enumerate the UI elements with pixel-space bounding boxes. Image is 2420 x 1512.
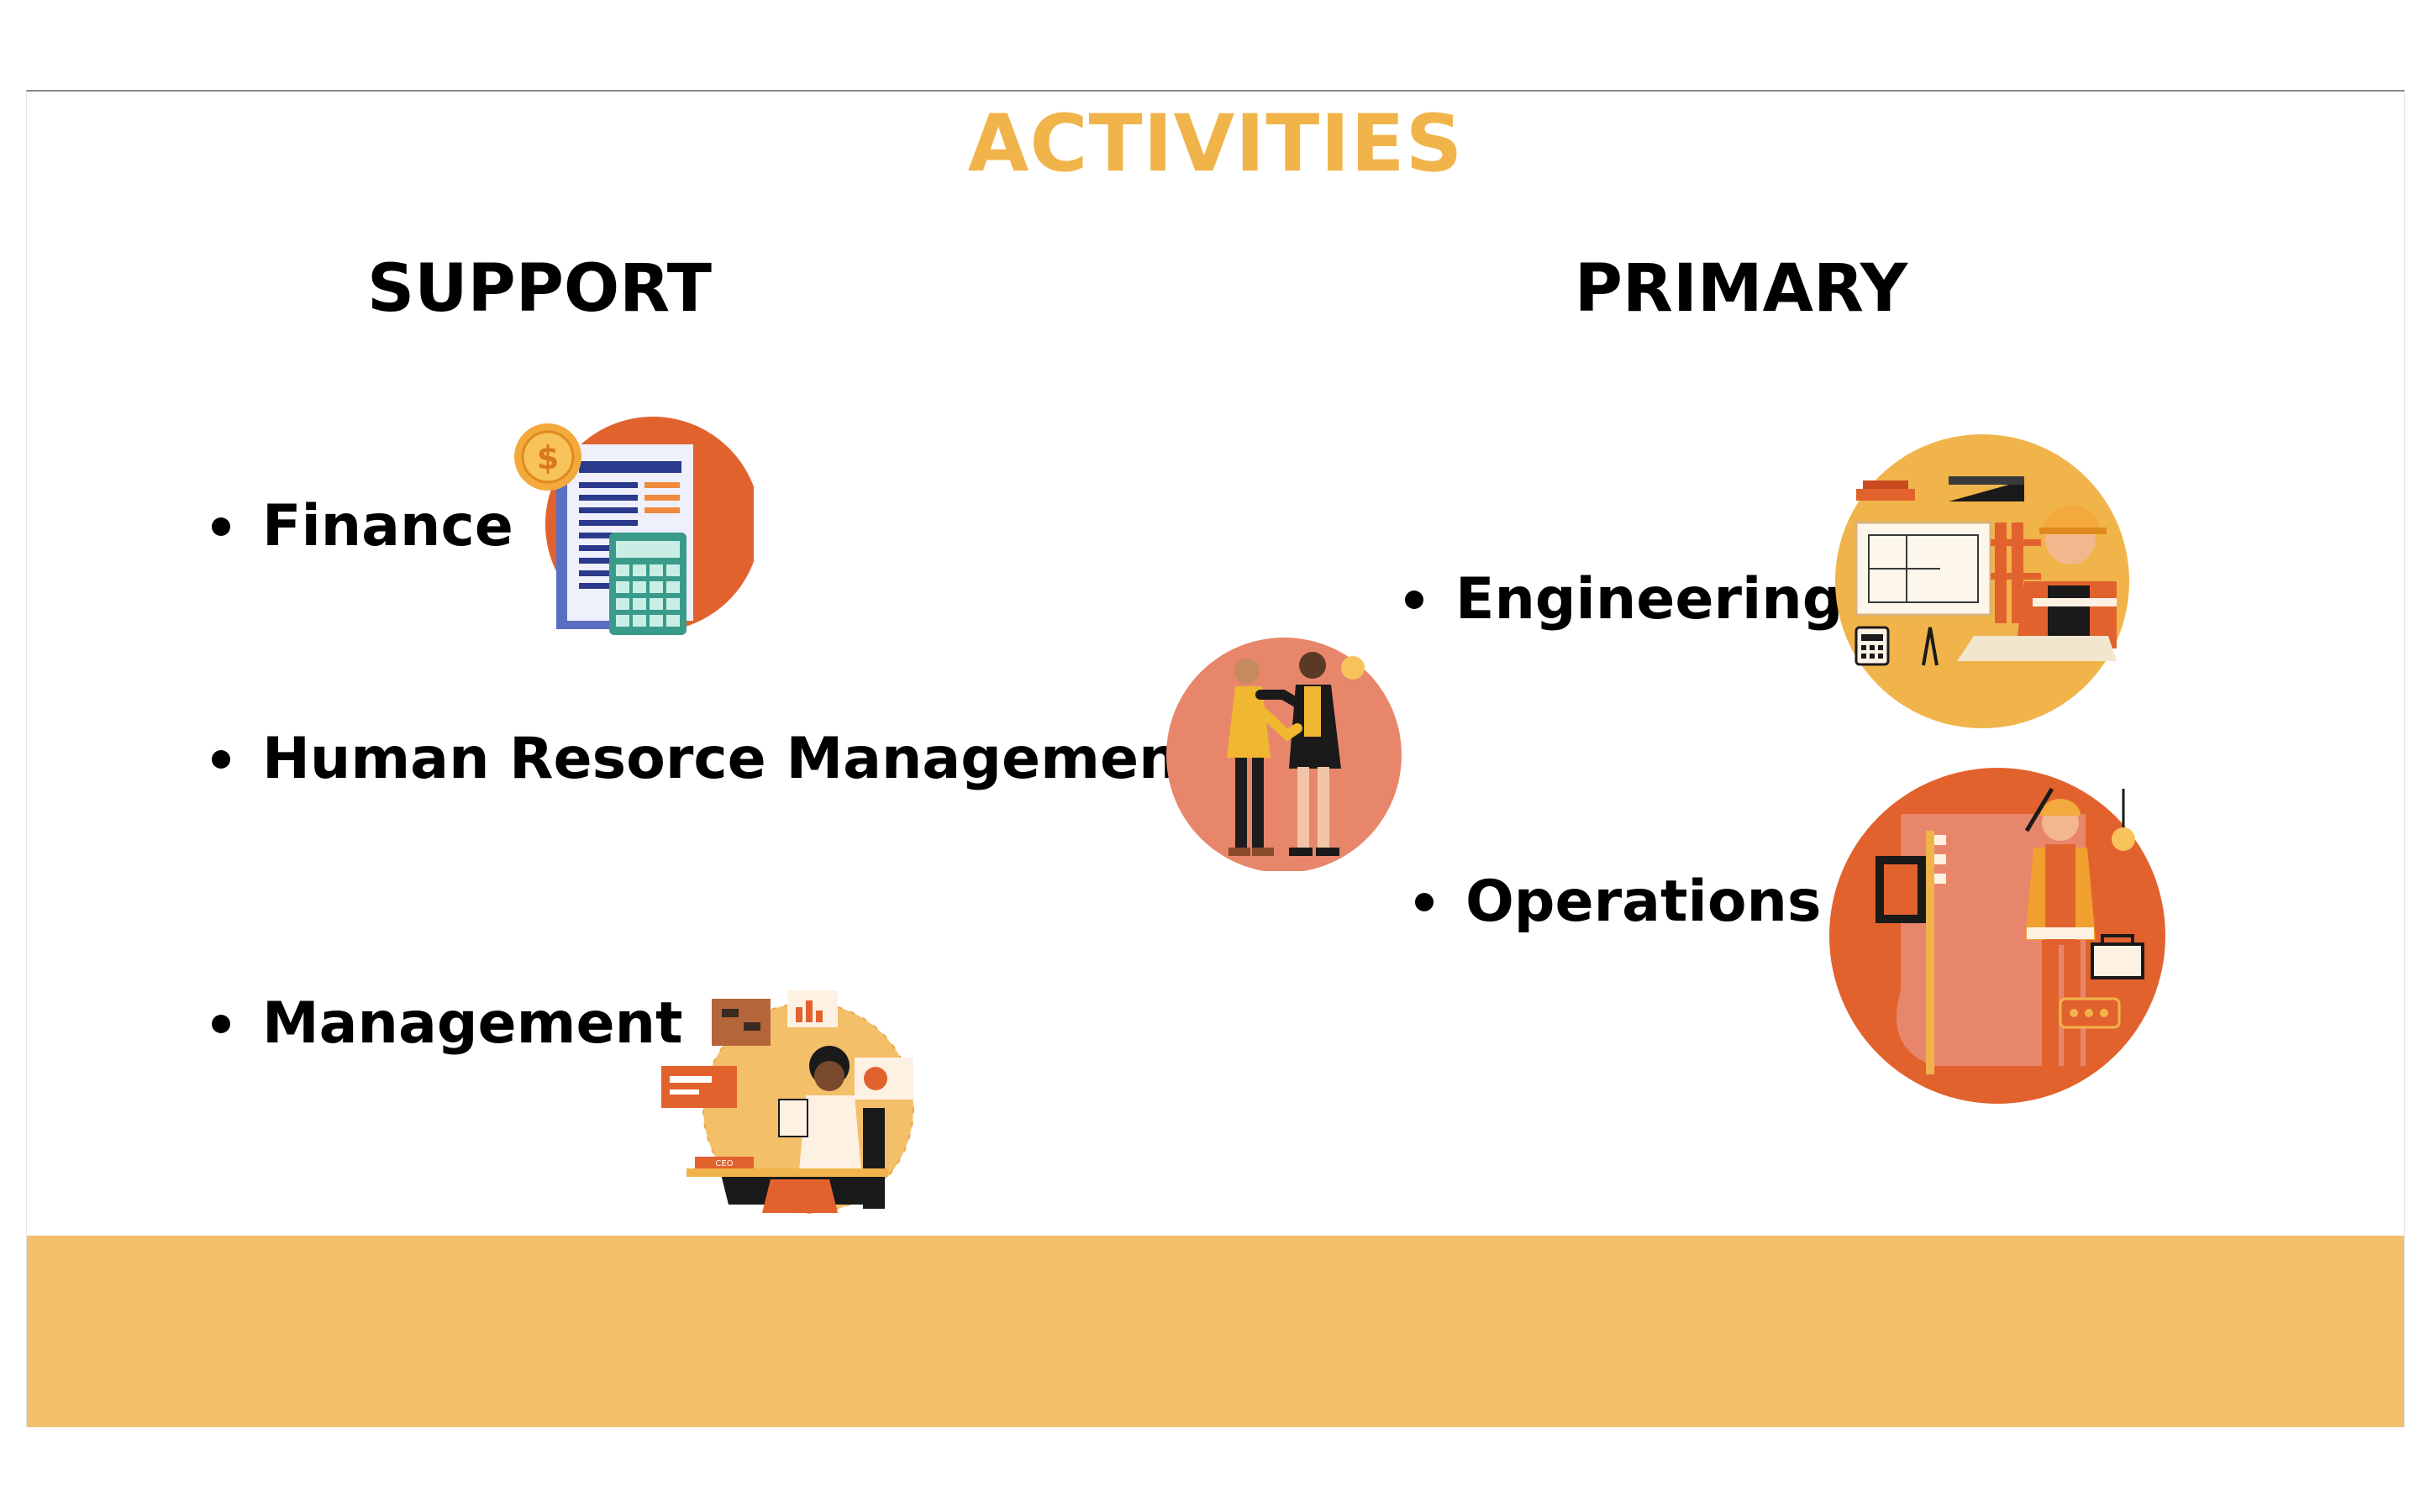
bullet-icon	[1415, 893, 1434, 911]
engineer-blueprint-icon	[1823, 430, 2142, 732]
slide: ACTIVITIES SUPPORT PRIMARY Finance Human…	[26, 90, 2405, 1427]
list-item-label: Human Resorce Management	[262, 726, 1207, 792]
list-item-operations: Operations	[1415, 869, 1821, 935]
list-item-label: Engineering	[1455, 566, 1843, 633]
svg-text:CEO: CEO	[715, 1159, 733, 1168]
svg-text:$: $	[537, 439, 559, 476]
bullet-icon	[212, 517, 230, 536]
list-item-management: Management	[212, 990, 683, 1057]
bullet-icon	[212, 750, 230, 769]
electrician-worker-icon	[1825, 764, 2170, 1108]
list-item-label: Management	[262, 990, 683, 1057]
footer-band	[27, 1236, 2404, 1427]
list-item-human-resource: Human Resorce Management	[212, 726, 1207, 792]
handshake-icon	[1161, 627, 1413, 871]
support-heading: SUPPORT	[346, 251, 733, 327]
bullet-icon	[1405, 591, 1423, 609]
list-item-finance: Finance	[212, 493, 513, 559]
primary-heading: PRIMARY	[1539, 251, 1943, 327]
list-item-engineering: Engineering	[1405, 566, 1843, 633]
bullet-icon	[212, 1015, 230, 1033]
ceo-desk-icon: CEO	[661, 974, 922, 1217]
slide-title: ACTIVITIES	[27, 98, 2404, 190]
finance-calculator-icon: $	[510, 415, 754, 650]
list-item-label: Finance	[262, 493, 513, 559]
list-item-label: Operations	[1465, 869, 1821, 935]
